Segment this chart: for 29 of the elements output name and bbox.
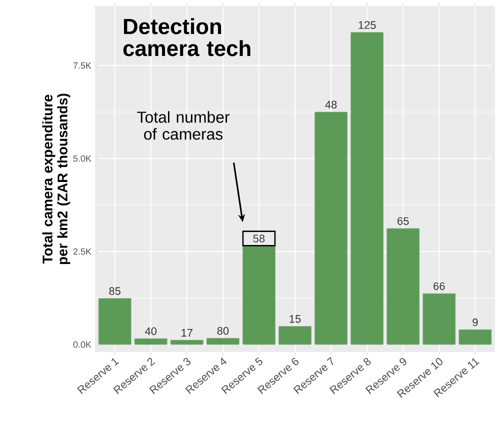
annotation: 48 (325, 100, 337, 109)
annotation: 40 (145, 327, 157, 336)
annotation: Total number of cameras (137, 111, 230, 140)
bar (350, 32, 384, 345)
annotation: 85 (109, 287, 120, 295)
y-tick-label: 0.0K (73, 341, 92, 348)
bar (422, 293, 456, 345)
y-tick-label: 5.0K (73, 155, 92, 162)
bar (458, 329, 492, 345)
bar (98, 298, 132, 345)
bar (386, 228, 420, 345)
bar (242, 246, 276, 345)
annotation: 80 (217, 326, 229, 335)
bar (314, 112, 348, 345)
bar (134, 338, 168, 345)
y-tick-label: 2.5K (73, 248, 92, 255)
annotation: 17 (182, 329, 192, 337)
annotation: 125 (358, 21, 376, 29)
text: Detection camera tech (123, 18, 250, 56)
bar (170, 340, 204, 345)
y-tick-label: 7.5K (73, 62, 92, 69)
bar (278, 326, 312, 345)
annotation: 58 (253, 234, 265, 242)
annotation: 65 (398, 217, 409, 225)
annotation: 15 (290, 315, 301, 323)
bar (206, 338, 240, 345)
annotation: 9 (472, 318, 478, 326)
y-axis-title: Total camera expenditure per km2 (ZAR thousands) (42, 94, 70, 264)
annotation: 66 (434, 282, 445, 290)
